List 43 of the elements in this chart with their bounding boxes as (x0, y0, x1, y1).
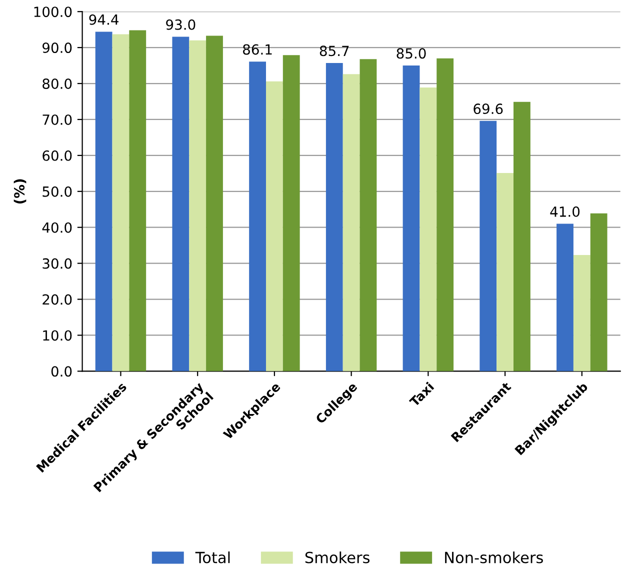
bar (172, 36, 190, 372)
y-tick-label: 30.0 (42, 258, 72, 269)
y-tick-label: 70.0 (42, 114, 72, 125)
bar (590, 213, 608, 372)
data-label: 85.0 (396, 48, 426, 59)
bar (129, 30, 146, 372)
bar (573, 255, 590, 372)
bar (342, 74, 360, 372)
bar (189, 40, 206, 372)
data-label: 85.7 (320, 46, 349, 56)
bar (206, 36, 223, 372)
data-label: 69.6 (474, 104, 503, 114)
legend-label: Total (195, 551, 230, 564)
data-label: 93.0 (166, 19, 196, 30)
y-tick-label: 50.0 (42, 186, 72, 197)
bar (112, 34, 130, 372)
data-label: 86.1 (243, 44, 272, 55)
y-tick-label: 90.0 (42, 42, 72, 54)
y-tick-label: 10.0 (43, 330, 72, 341)
data-label: 41.0 (550, 206, 580, 217)
data-label: 94.4 (89, 14, 118, 25)
bar (266, 81, 283, 372)
bar (480, 120, 497, 372)
bar (420, 87, 437, 372)
bar (556, 224, 574, 372)
y-tick-label: 40.0 (42, 222, 72, 233)
bar (249, 62, 266, 372)
bar (282, 55, 300, 372)
bar (95, 32, 112, 372)
legend-label: Non-smokers (445, 551, 543, 564)
y-tick-label: 100.0 (34, 6, 72, 18)
y-tick-label: 0.0 (51, 366, 72, 377)
y-tick-label: 60.0 (42, 150, 72, 161)
bar (496, 173, 514, 372)
legend-label: Smokers (305, 551, 370, 564)
bar (326, 63, 343, 372)
y-tick-label: 20.0 (42, 294, 72, 305)
y-axis-title: (%) (14, 179, 26, 204)
bar (436, 58, 454, 372)
bar (514, 102, 530, 372)
bar (402, 66, 420, 372)
bar (360, 59, 377, 372)
y-tick-label: 80.0 (42, 78, 72, 89)
